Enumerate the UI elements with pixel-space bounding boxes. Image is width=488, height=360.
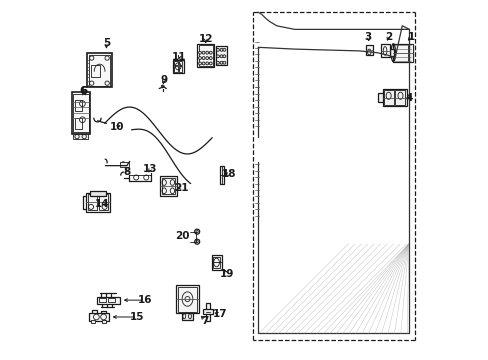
Text: 16: 16 bbox=[137, 295, 152, 305]
Bar bbox=[382, 89, 406, 107]
Text: 20: 20 bbox=[175, 231, 190, 241]
Bar bbox=[73, 134, 88, 139]
Ellipse shape bbox=[223, 48, 225, 51]
Bar bbox=[74, 118, 81, 129]
Ellipse shape bbox=[198, 57, 201, 59]
Ellipse shape bbox=[205, 51, 208, 54]
Bar bbox=[378, 93, 383, 102]
Ellipse shape bbox=[205, 57, 208, 59]
Ellipse shape bbox=[209, 51, 212, 54]
Text: 12: 12 bbox=[198, 35, 213, 44]
Ellipse shape bbox=[198, 51, 201, 54]
Bar bbox=[174, 61, 178, 65]
Text: 17: 17 bbox=[212, 310, 227, 319]
Ellipse shape bbox=[202, 62, 204, 65]
Bar bbox=[205, 303, 210, 320]
Ellipse shape bbox=[220, 61, 223, 64]
Text: 6: 6 bbox=[80, 86, 86, 96]
Ellipse shape bbox=[216, 61, 219, 64]
Bar bbox=[99, 194, 108, 211]
Text: 7: 7 bbox=[201, 316, 208, 325]
Ellipse shape bbox=[223, 61, 225, 64]
Bar bbox=[389, 49, 393, 56]
Text: 8: 8 bbox=[123, 167, 130, 177]
Bar bbox=[197, 44, 214, 67]
Bar bbox=[86, 193, 110, 212]
Text: 2: 2 bbox=[384, 32, 391, 41]
Bar bbox=[176, 285, 198, 314]
Bar bbox=[407, 44, 412, 62]
Bar bbox=[102, 320, 105, 323]
Bar bbox=[72, 92, 90, 134]
Bar bbox=[87, 53, 112, 87]
Text: 6: 6 bbox=[80, 86, 87, 96]
Bar bbox=[394, 90, 404, 105]
Bar bbox=[172, 59, 183, 73]
Bar bbox=[89, 55, 110, 86]
Bar bbox=[220, 166, 223, 184]
Bar bbox=[73, 94, 88, 132]
Text: 10: 10 bbox=[110, 122, 124, 132]
Ellipse shape bbox=[220, 55, 223, 58]
Bar bbox=[198, 45, 212, 66]
Bar bbox=[107, 298, 115, 302]
Bar bbox=[99, 298, 105, 302]
Bar bbox=[91, 320, 95, 323]
Bar bbox=[88, 194, 97, 211]
Bar bbox=[89, 191, 105, 196]
Ellipse shape bbox=[202, 57, 204, 59]
Bar bbox=[380, 44, 389, 57]
Text: 9: 9 bbox=[160, 75, 167, 85]
Bar bbox=[215, 45, 226, 65]
Bar bbox=[97, 297, 120, 304]
Ellipse shape bbox=[216, 48, 219, 51]
Ellipse shape bbox=[202, 51, 204, 54]
Bar bbox=[178, 66, 182, 72]
Bar bbox=[392, 44, 412, 62]
Bar bbox=[162, 178, 175, 194]
Ellipse shape bbox=[220, 48, 223, 51]
Bar bbox=[203, 309, 212, 314]
Ellipse shape bbox=[223, 55, 225, 58]
Bar bbox=[74, 100, 81, 111]
Text: 5: 5 bbox=[102, 38, 110, 48]
Ellipse shape bbox=[209, 62, 212, 65]
Ellipse shape bbox=[198, 62, 201, 65]
Text: 15: 15 bbox=[129, 312, 144, 322]
Text: 3: 3 bbox=[364, 32, 371, 41]
Ellipse shape bbox=[209, 57, 212, 59]
Text: 1: 1 bbox=[407, 32, 414, 41]
Bar bbox=[160, 176, 177, 196]
Text: 11: 11 bbox=[172, 52, 186, 62]
Ellipse shape bbox=[205, 62, 208, 65]
Ellipse shape bbox=[216, 55, 219, 58]
Bar bbox=[120, 162, 128, 167]
Bar bbox=[211, 255, 221, 270]
Text: 18: 18 bbox=[222, 168, 236, 179]
Bar bbox=[383, 90, 393, 105]
Bar bbox=[91, 65, 100, 77]
Text: 14: 14 bbox=[94, 199, 109, 210]
Bar bbox=[182, 313, 192, 320]
Bar bbox=[365, 45, 372, 55]
Bar bbox=[88, 313, 109, 320]
Text: 21: 21 bbox=[174, 183, 188, 193]
Text: 4: 4 bbox=[404, 93, 411, 103]
Text: 19: 19 bbox=[219, 269, 233, 279]
Bar bbox=[212, 257, 220, 268]
Text: 13: 13 bbox=[143, 163, 158, 174]
Bar bbox=[174, 66, 178, 72]
Bar bbox=[178, 287, 196, 312]
Bar bbox=[178, 61, 182, 65]
